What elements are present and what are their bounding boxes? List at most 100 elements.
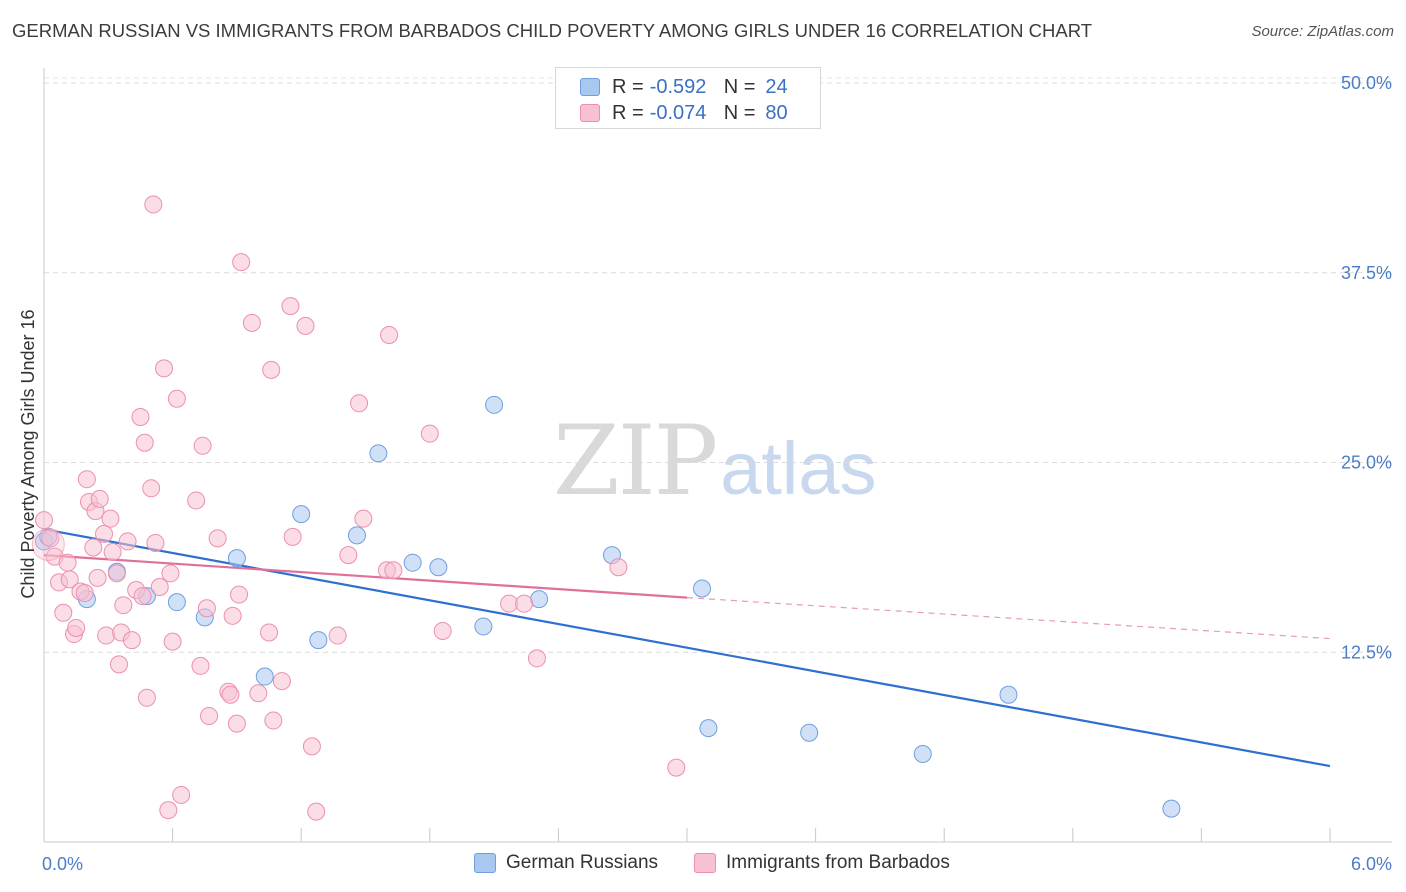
series-legend-barbados[interactable]: Immigrants from Barbados xyxy=(694,852,950,874)
point-barbados xyxy=(433,621,452,640)
point-barbados xyxy=(144,195,163,214)
point-german-russians xyxy=(227,549,246,568)
point-barbados xyxy=(133,587,152,606)
point-german-russians xyxy=(369,444,388,463)
point-barbados xyxy=(118,532,137,551)
point-barbados xyxy=(187,491,206,510)
point-barbados xyxy=(667,758,686,777)
series-swatch-blue xyxy=(474,853,496,873)
point-barbados xyxy=(230,585,249,604)
point-barbados xyxy=(221,685,240,704)
point-barbados xyxy=(527,649,546,668)
point-barbados xyxy=(163,632,182,651)
y-tick-label: 37.5% xyxy=(1341,263,1392,283)
point-barbados xyxy=(242,313,261,332)
point-barbados xyxy=(283,527,302,546)
axes xyxy=(43,68,1392,843)
point-barbados xyxy=(167,389,186,408)
point-barbados xyxy=(302,737,321,756)
series-swatch-pink xyxy=(694,853,716,873)
point-barbados xyxy=(260,623,279,642)
legend-row-barbados: R = -0.074 N = 80 xyxy=(580,102,788,124)
point-german-russians xyxy=(913,744,932,763)
watermark-atlas: atlas xyxy=(720,427,877,510)
point-german-russians xyxy=(347,526,366,545)
point-barbados xyxy=(54,603,73,622)
point-german-russians xyxy=(485,395,504,414)
point-barbados xyxy=(150,577,169,596)
x-tick-label: 0.0% xyxy=(42,854,83,874)
y-tick-label: 50.0% xyxy=(1341,73,1392,93)
point-barbados xyxy=(58,553,77,572)
point-barbados xyxy=(77,470,96,489)
point-barbados xyxy=(249,684,268,703)
point-german-russians xyxy=(167,593,186,612)
watermark: ZIPatlas xyxy=(553,405,877,517)
point-barbados xyxy=(232,253,251,272)
point-barbados xyxy=(110,655,129,674)
chart-title: GERMAN RUSSIAN VS IMMIGRANTS FROM BARBAD… xyxy=(12,20,1093,41)
point-german-russians xyxy=(403,553,422,572)
point-barbados xyxy=(515,594,534,613)
point-barbados xyxy=(296,316,315,335)
point-german-russians xyxy=(999,685,1018,704)
point-barbados xyxy=(227,714,246,733)
point-barbados xyxy=(350,394,369,413)
point-barbados xyxy=(60,570,79,589)
series-legend: German Russians Immigrants from Barbados xyxy=(0,852,1406,876)
point-barbados xyxy=(262,360,281,379)
source-label: Source: ZipAtlas.com xyxy=(1251,23,1394,40)
trend-barbados xyxy=(43,554,688,599)
point-barbados xyxy=(131,407,150,426)
series-legend-label: German Russians xyxy=(506,852,659,873)
point-barbados xyxy=(88,568,107,587)
watermark-zip: ZIP xyxy=(553,405,718,517)
point-barbados xyxy=(609,558,628,577)
point-barbados xyxy=(122,631,141,650)
point-barbados xyxy=(420,424,439,443)
point-barbados xyxy=(172,785,191,804)
point-barbados-cluster xyxy=(31,527,65,561)
legend-r-label: R = xyxy=(612,101,644,124)
legend-n-value: 80 xyxy=(765,101,788,124)
point-german-russians xyxy=(255,667,274,686)
series-legend-german-russians[interactable]: German Russians xyxy=(474,852,658,874)
point-barbados xyxy=(155,359,174,378)
point-german-russians xyxy=(429,558,448,577)
point-barbados xyxy=(103,543,122,562)
legend-r-label: R = xyxy=(612,75,644,98)
point-german-russians xyxy=(474,617,493,636)
point-barbados xyxy=(384,561,403,580)
legend-n-label: N = xyxy=(723,75,756,98)
legend-swatch-pink xyxy=(580,104,600,122)
point-barbados xyxy=(200,707,219,726)
point-barbados xyxy=(307,802,326,821)
point-barbados xyxy=(75,584,94,603)
point-barbados xyxy=(67,618,86,637)
point-barbados xyxy=(223,606,242,625)
point-barbados xyxy=(135,433,154,452)
trend-barbados-extension xyxy=(686,597,1331,640)
point-barbados xyxy=(146,533,165,552)
point-barbados xyxy=(95,524,114,543)
point-barbados xyxy=(101,509,120,528)
point-german-russians xyxy=(699,719,718,738)
tick-labels: 12.5% 25.0% 37.5% 50.0% 0.0% 6.0% Child Povert… xyxy=(18,73,1392,874)
series-legend-label: Immigrants from Barbados xyxy=(726,852,950,873)
point-barbados xyxy=(41,529,60,548)
legend-n-value: 24 xyxy=(765,75,788,98)
trend-lines xyxy=(43,528,1331,768)
point-german-russians xyxy=(693,579,712,598)
legend-r-value: -0.592 xyxy=(649,75,707,98)
legend-row-german-russians: R = -0.592 N = 24 xyxy=(580,76,788,98)
point-german-russians xyxy=(309,631,328,650)
data-points xyxy=(31,195,1181,821)
point-barbados xyxy=(500,594,519,613)
point-barbados xyxy=(191,656,210,675)
point-german-russians xyxy=(1162,799,1181,818)
point-barbados xyxy=(264,711,283,730)
point-barbados xyxy=(380,325,399,344)
point-barbados xyxy=(161,564,180,583)
point-barbados xyxy=(339,546,358,565)
point-barbados xyxy=(97,626,116,645)
